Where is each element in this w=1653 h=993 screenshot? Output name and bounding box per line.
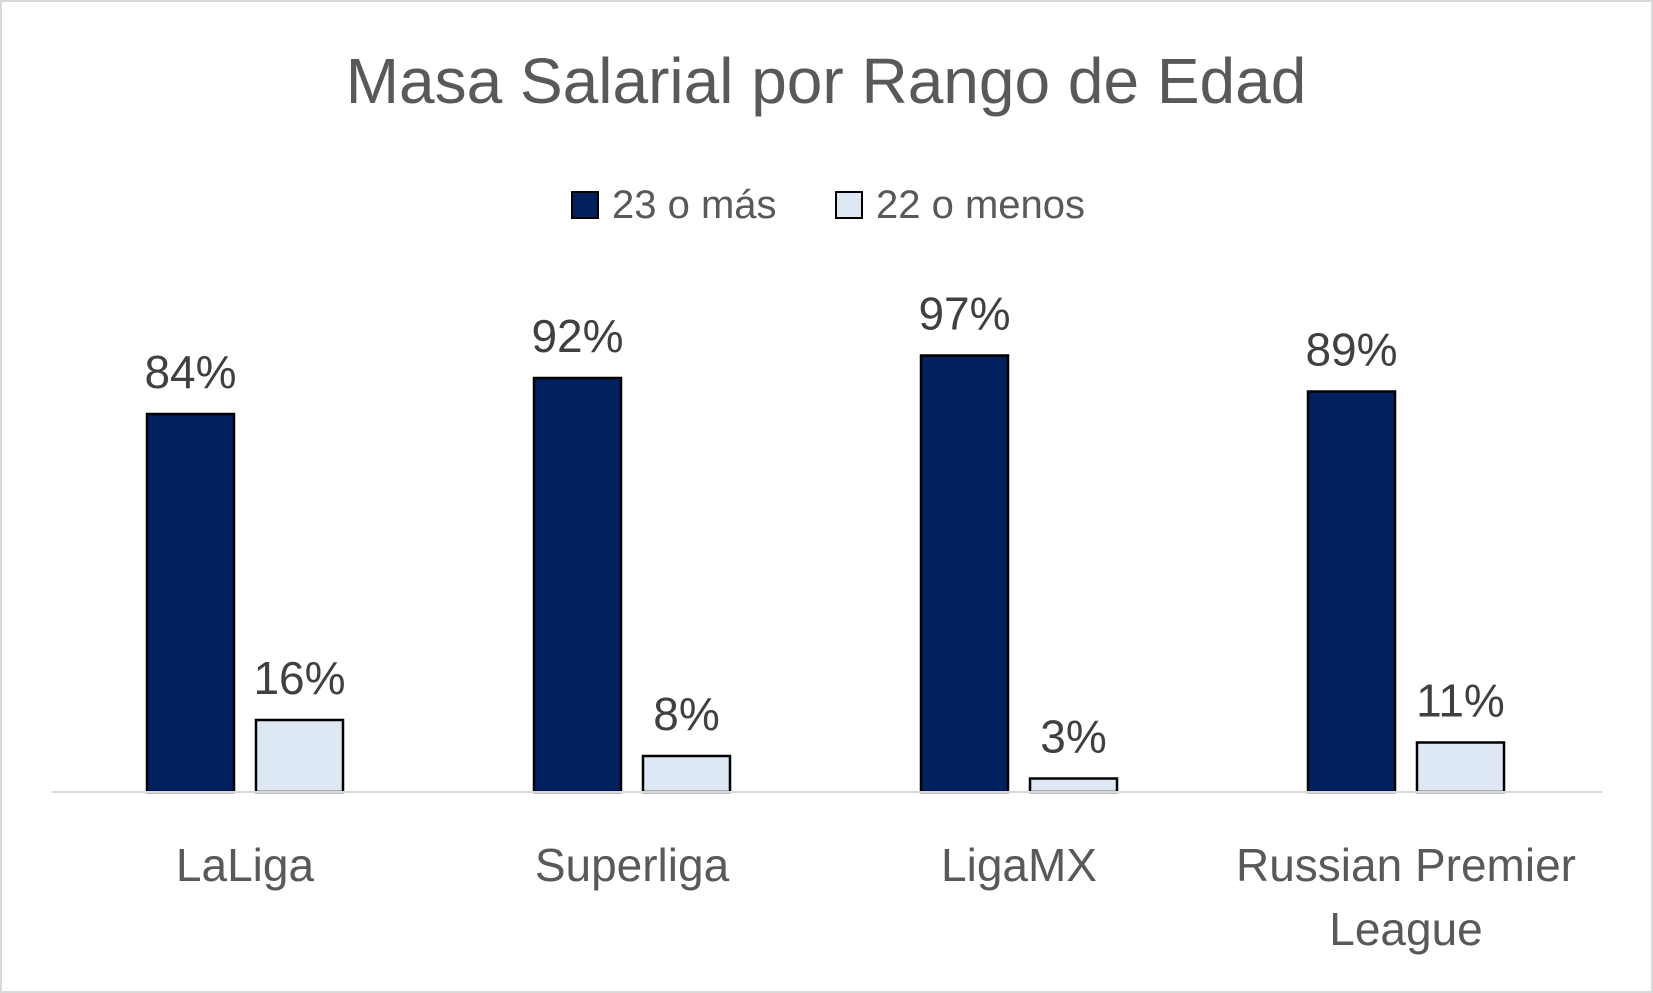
chart-title: Masa Salarial por Rango de Edad <box>346 45 1307 117</box>
data-label-2-4: 11% <box>1416 675 1505 727</box>
legend-label-1: 23 o más <box>612 183 777 227</box>
data-label-1-1: 84% <box>144 346 236 398</box>
category-label-1: LaLiga <box>176 839 315 891</box>
legend-swatch-1 <box>571 191 599 219</box>
data-label-2-1: 16% <box>253 652 345 704</box>
category-label-4-line-1: Russian Premier <box>1236 839 1576 891</box>
bars <box>145 354 1506 794</box>
bar-1-2 <box>532 376 623 794</box>
data-label-1-2: 92% <box>531 310 623 362</box>
bar-2-3 <box>1028 777 1119 794</box>
bar-2-2 <box>641 754 732 794</box>
category-label-4-line-2: League <box>1329 903 1483 955</box>
legend-swatch-2 <box>835 191 863 219</box>
bar-1-4 <box>1306 390 1397 794</box>
category-labels: LaLiga Superliga LigaMX Russian Premier Leag… <box>176 839 1576 955</box>
legend-label-2: 22 o menos <box>876 183 1085 227</box>
data-label-2-2: 8% <box>653 688 719 740</box>
data-labels: 84% 16% 92% 8% 97% 3% 89% 11% <box>144 288 1504 763</box>
bar-2-1 <box>254 718 345 794</box>
bar-1-3 <box>919 354 1010 794</box>
category-label-2: Superliga <box>535 839 730 891</box>
bar-1-1 <box>145 412 236 794</box>
data-label-1-3: 97% <box>918 288 1010 340</box>
category-label-3: LigaMX <box>941 839 1097 891</box>
legend: 23 o más 22 o menos <box>571 183 1085 227</box>
data-label-2-3: 3% <box>1040 711 1106 763</box>
bar-2-4 <box>1415 741 1506 794</box>
data-label-1-4: 89% <box>1305 324 1397 376</box>
